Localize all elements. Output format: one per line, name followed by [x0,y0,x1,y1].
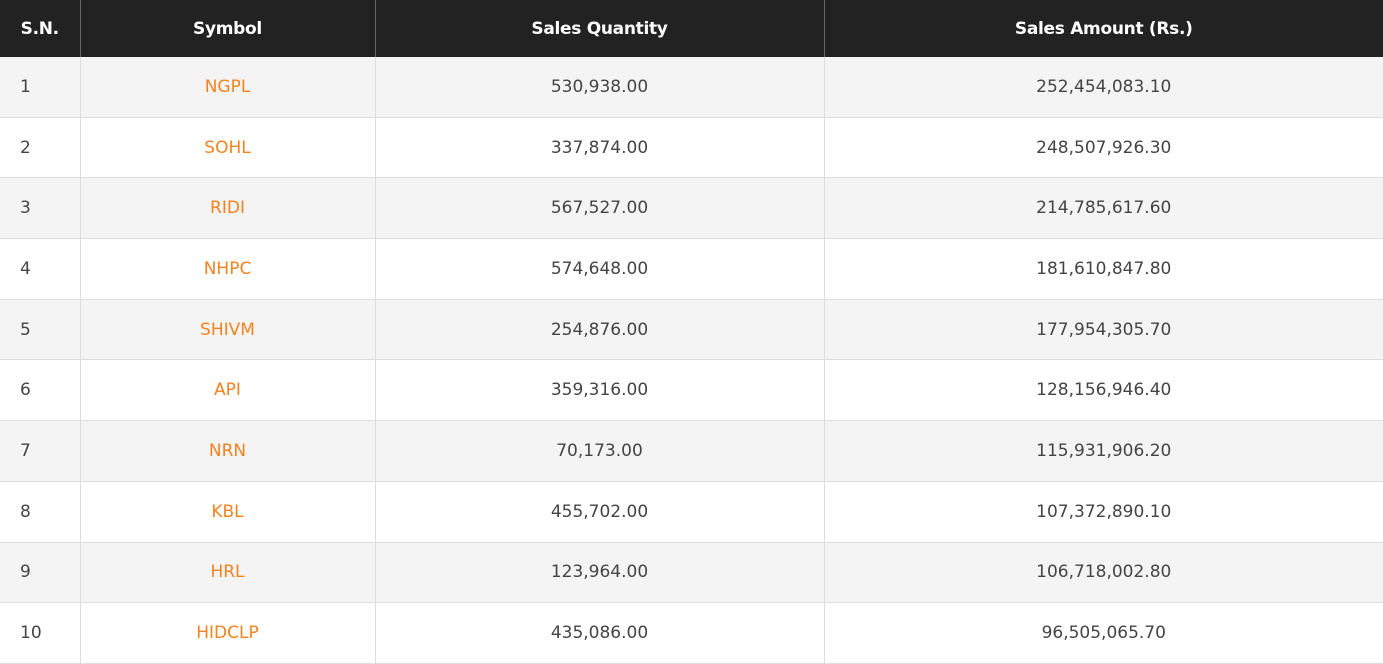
serial-number: 7 [0,420,80,482]
symbol-link[interactable]: HRL [210,562,245,583]
table-row: 9 HRL 123,964.00 106,718,002.80 [0,542,1383,604]
symbol-link[interactable]: NRN [208,440,247,461]
serial-number: 1 [0,57,80,118]
symbol-link[interactable]: RIDI [210,198,245,219]
sales-quantity: 254,876.00 [374,299,824,361]
sales-quantity: 70,173.00 [374,420,824,482]
symbol-link[interactable]: NHPC [203,258,252,279]
sales-amount: 177,954,305.70 [823,299,1383,361]
table-row: 7 NRN 70,173.00 115,931,906.20 [0,420,1383,482]
serial-number: 6 [0,359,80,422]
table-header: S.N. Symbol Sales Quantity Sales Amount (Rs… [0,0,1383,57]
sales-quantity: 455,702.00 [374,481,824,543]
table-row: 2 SOHL 337,874.00 248,507,926.30 [0,117,1383,179]
column-header: Sales Amount (Rs.) [823,0,1383,57]
table-row: 10 HIDCLP 435,086.00 96,505,065.70 [0,602,1383,664]
symbol-link[interactable]: NGPL [204,76,251,97]
table-body: 1 NGPL 530,938.00 252,454,083.10 2 SOHL 337,87… [0,57,1383,664]
table-row: 3 RIDI 567,527.00 214,785,617.60 [0,177,1383,240]
table-row: 6 API 359,316.00 128,156,946.40 [0,359,1383,422]
symbol-cell: NGPL [79,57,375,118]
table-row: 5 SHIVM 254,876.00 177,954,305.70 [0,299,1383,361]
symbol-cell: KBL [79,481,375,543]
symbol-link[interactable]: API [214,380,241,401]
sales-amount: 248,507,926.30 [823,117,1383,179]
sales-quantity: 567,527.00 [374,177,824,240]
sales-amount: 181,610,847.80 [823,238,1383,300]
symbol-cell: HRL [79,542,375,604]
symbol-cell: SHIVM [79,299,375,361]
serial-number: 3 [0,177,80,240]
column-header: Symbol [79,0,375,57]
column-header: Sales Quantity [374,0,824,57]
symbol-cell: NRN [79,420,375,482]
sales-quantity: 359,316.00 [374,359,824,422]
table-row: 1 NGPL 530,938.00 252,454,083.10 [0,57,1383,118]
sales-quantity: 337,874.00 [374,117,824,179]
sales-amount: 128,156,946.40 [823,359,1383,422]
symbol-cell: API [79,359,375,422]
symbol-link[interactable]: SHIVM [200,319,255,340]
table-row: 4 NHPC 574,648.00 181,610,847.80 [0,238,1383,300]
serial-number: 9 [0,542,80,604]
header-row: S.N. Symbol Sales Quantity Sales Amount (Rs… [0,0,1383,57]
symbol-link[interactable]: KBL [211,501,244,522]
sales-amount: 214,785,617.60 [823,177,1383,240]
serial-number: 4 [0,238,80,300]
sales-quantity: 435,086.00 [374,602,824,664]
sales-amount: 96,505,065.70 [823,602,1383,664]
column-header: S.N. [0,0,80,57]
serial-number: 2 [0,117,80,179]
symbol-cell: RIDI [79,177,375,240]
serial-number: 10 [0,602,80,664]
symbol-link[interactable]: SOHL [204,137,251,158]
serial-number: 8 [0,481,80,543]
sales-quantity: 123,964.00 [374,542,824,604]
sales-amount: 252,454,083.10 [823,57,1383,118]
serial-number: 5 [0,299,80,361]
sales-quantity: 574,648.00 [374,238,824,300]
symbol-cell: SOHL [79,117,375,179]
sales-amount: 106,718,002.80 [823,542,1383,604]
table-row: 8 KBL 455,702.00 107,372,890.10 [0,481,1383,543]
sales-quantity: 530,938.00 [374,57,824,118]
sales-amount: 115,931,906.20 [823,420,1383,482]
symbol-cell: NHPC [79,238,375,300]
symbol-cell: HIDCLP [79,602,375,664]
symbol-link[interactable]: HIDCLP [196,623,259,644]
sales-amount: 107,372,890.10 [823,481,1383,543]
